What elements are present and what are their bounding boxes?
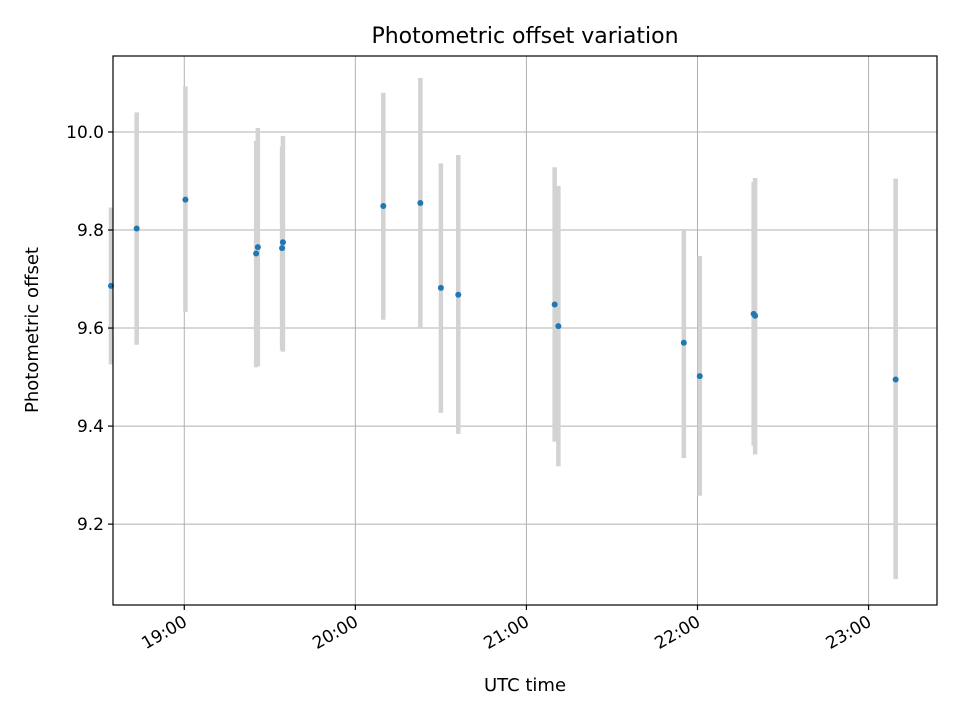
data-point	[555, 323, 562, 330]
data-point	[182, 196, 189, 203]
data-point	[253, 250, 260, 257]
x-axis-label: UTC time	[484, 675, 566, 696]
data-point	[417, 200, 424, 207]
y-tick-label: 9.4	[77, 417, 104, 437]
data-point	[279, 239, 286, 246]
data-point	[437, 284, 444, 291]
data-point	[551, 301, 558, 308]
data-point	[254, 244, 261, 251]
gridlines	[113, 56, 937, 605]
y-tick-label: 10.0	[66, 123, 104, 143]
y-axis-ticks: 9.2 9.4 9.6 9.8 10.0	[66, 123, 113, 535]
y-axis-label: Photometric offset	[22, 247, 43, 413]
data-points	[108, 196, 899, 383]
plot-area	[113, 56, 937, 605]
data-point	[680, 339, 687, 346]
y-tick-label: 9.6	[77, 319, 104, 339]
axes-frame	[112, 55, 938, 606]
data-point	[892, 376, 899, 383]
data-point	[279, 245, 286, 252]
data-point	[696, 373, 703, 380]
chart-title: Photometric offset variation	[371, 24, 678, 49]
data-point	[380, 202, 387, 209]
y-tick-label: 9.2	[77, 515, 104, 535]
y-tick-label: 9.8	[77, 221, 104, 241]
data-point	[133, 225, 140, 232]
data-point	[455, 291, 462, 298]
data-point	[752, 312, 759, 319]
